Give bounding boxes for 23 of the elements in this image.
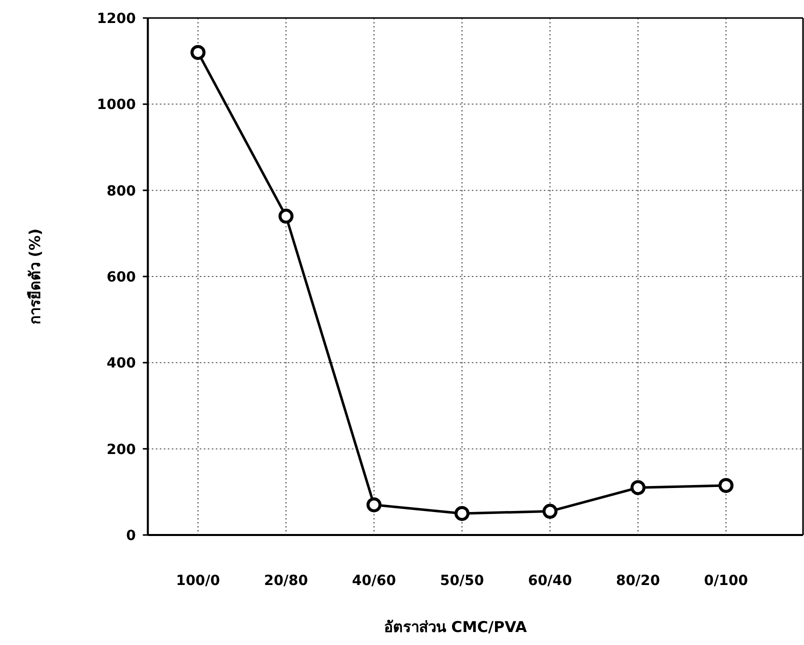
y-tick-label: 400 — [106, 356, 136, 372]
x-axis-title: อัตราส่วน CMC/PVA — [384, 618, 528, 636]
y-tick-label: 200 — [106, 442, 136, 458]
x-tick-label: 0/100 — [704, 573, 748, 589]
point — [366, 497, 382, 512]
x-tick-label: 40/60 — [352, 573, 396, 589]
point — [454, 506, 470, 521]
x-tick-label: 60/40 — [528, 573, 572, 589]
point — [542, 504, 558, 519]
y-tick-label: 600 — [106, 270, 136, 286]
point — [718, 478, 734, 493]
x-tick-label: 20/80 — [264, 573, 308, 589]
point — [190, 44, 206, 60]
point — [630, 480, 646, 496]
y-axis-title: การยืดตัว (%) — [26, 228, 44, 324]
y-tick-label: 1200 — [96, 11, 136, 27]
y-tick-label: 0 — [126, 528, 136, 544]
x-tick-label: 100/0 — [176, 573, 220, 589]
x-tick-label: 50/50 — [440, 573, 484, 589]
x-tick-label: 80/20 — [616, 573, 660, 589]
point — [278, 208, 294, 224]
y-tick-label: 800 — [106, 183, 136, 200]
y-tick-label: 1000 — [96, 97, 136, 114]
